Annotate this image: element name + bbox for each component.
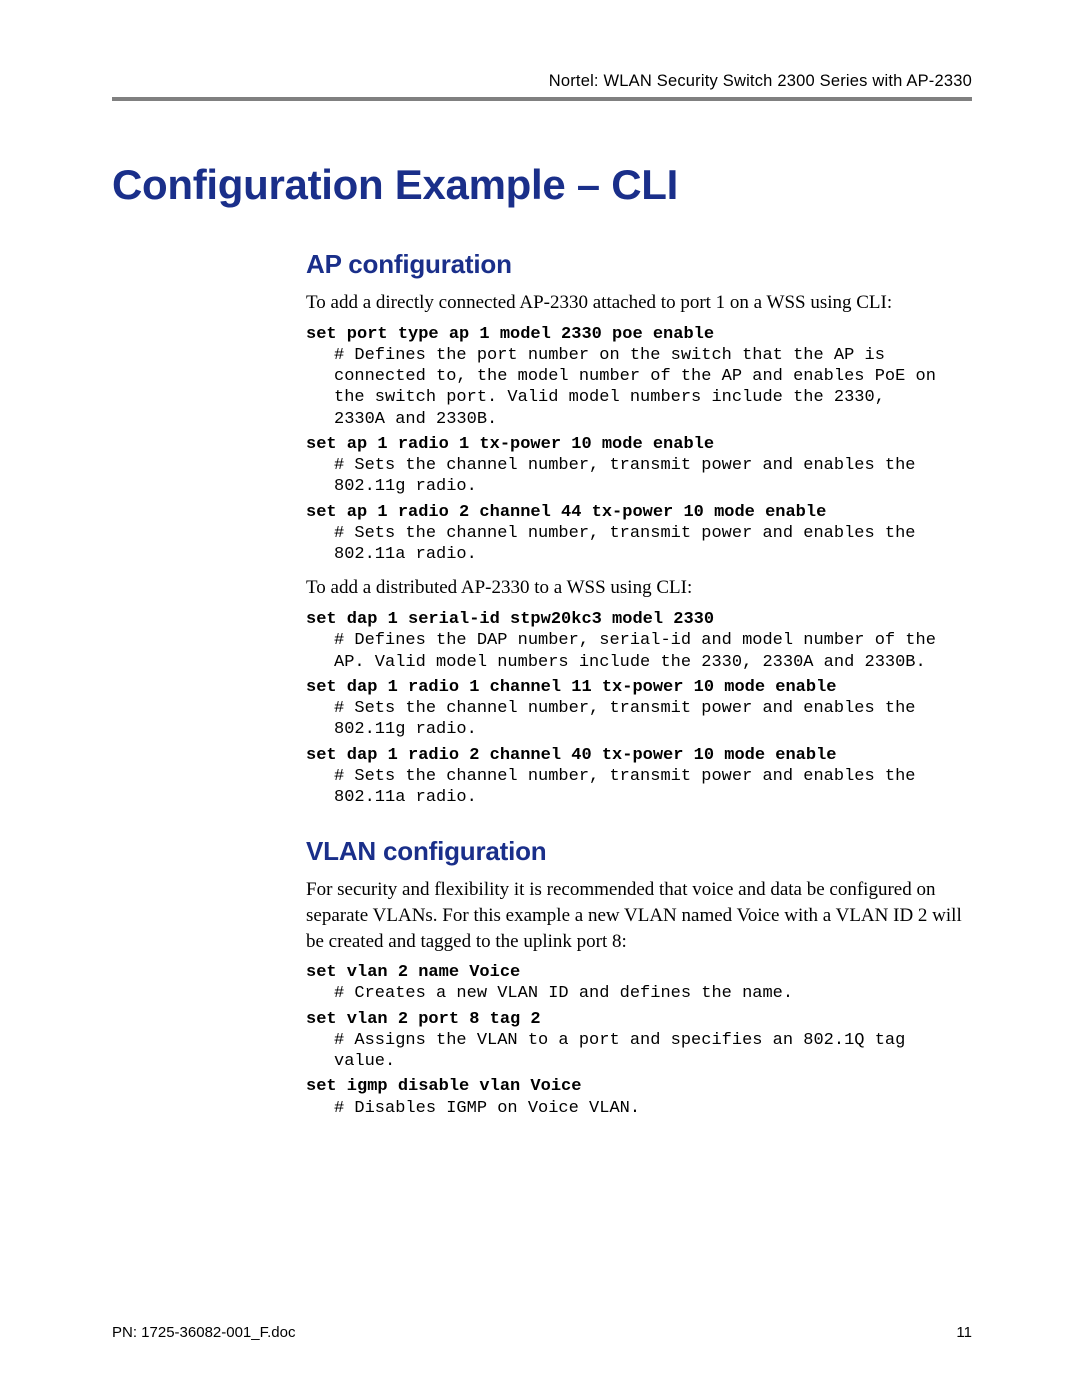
cli-block: set dap 1 serial-id stpw20kc3 model 2330…	[306, 609, 972, 673]
header-product: Nortel: WLAN Security Switch 2300 Series…	[112, 72, 972, 91]
cli-command: set vlan 2 port 8 tag 2	[306, 1009, 972, 1030]
section-heading-ap: AP configuration	[306, 249, 972, 280]
cli-comment: # Assigns the VLAN to a port and specifi…	[306, 1030, 946, 1073]
cli-comment: # Sets the channel number, transmit powe…	[306, 523, 946, 566]
cli-block: set ap 1 radio 2 channel 44 tx-power 10 …	[306, 502, 972, 566]
cli-command: set dap 1 radio 2 channel 40 tx-power 10…	[306, 745, 972, 766]
header-rule	[112, 97, 972, 101]
cli-block: set port type ap 1 model 2330 poe enable…	[306, 324, 972, 430]
intro-text: To add a distributed AP-2330 to a WSS us…	[306, 575, 972, 601]
cli-comment: # Sets the channel number, transmit powe…	[306, 766, 946, 809]
cli-comment: # Creates a new VLAN ID and defines the …	[306, 983, 946, 1004]
cli-command: set dap 1 serial-id stpw20kc3 model 2330	[306, 609, 972, 630]
cli-comment: # Defines the DAP number, serial-id and …	[306, 630, 946, 673]
page-title: Configuration Example – CLI	[112, 161, 972, 209]
page: Nortel: WLAN Security Switch 2300 Series…	[0, 0, 1080, 1397]
intro-text: For security and flexibility it is recom…	[306, 877, 972, 954]
cli-block: set igmp disable vlan Voice # Disables I…	[306, 1076, 972, 1119]
cli-command: set dap 1 radio 1 channel 11 tx-power 10…	[306, 677, 972, 698]
cli-comment: # Defines the port number on the switch …	[306, 345, 946, 430]
cli-command: set vlan 2 name Voice	[306, 962, 972, 983]
cli-block: set vlan 2 port 8 tag 2 # Assigns the VL…	[306, 1009, 972, 1073]
cli-block: set vlan 2 name Voice # Creates a new VL…	[306, 962, 972, 1005]
content-column: AP configuration To add a directly conne…	[306, 249, 972, 1119]
cli-block: set ap 1 radio 1 tx-power 10 mode enable…	[306, 434, 972, 498]
footer-pagenum: 11	[956, 1324, 972, 1341]
cli-block: set dap 1 radio 1 channel 11 tx-power 10…	[306, 677, 972, 741]
cli-comment: # Disables IGMP on Voice VLAN.	[306, 1098, 946, 1119]
section-heading-vlan: VLAN configuration	[306, 836, 972, 867]
cli-command: set ap 1 radio 1 tx-power 10 mode enable	[306, 434, 972, 455]
cli-command: set ap 1 radio 2 channel 44 tx-power 10 …	[306, 502, 972, 523]
cli-comment: # Sets the channel number, transmit powe…	[306, 455, 946, 498]
intro-text: To add a directly connected AP-2330 atta…	[306, 290, 972, 316]
footer-partnum: PN: 1725-36082-001_F.doc	[112, 1324, 295, 1341]
cli-block: set dap 1 radio 2 channel 40 tx-power 10…	[306, 745, 972, 809]
footer: PN: 1725-36082-001_F.doc 11	[112, 1324, 972, 1341]
cli-command: set igmp disable vlan Voice	[306, 1076, 972, 1097]
cli-command: set port type ap 1 model 2330 poe enable	[306, 324, 972, 345]
cli-comment: # Sets the channel number, transmit powe…	[306, 698, 946, 741]
